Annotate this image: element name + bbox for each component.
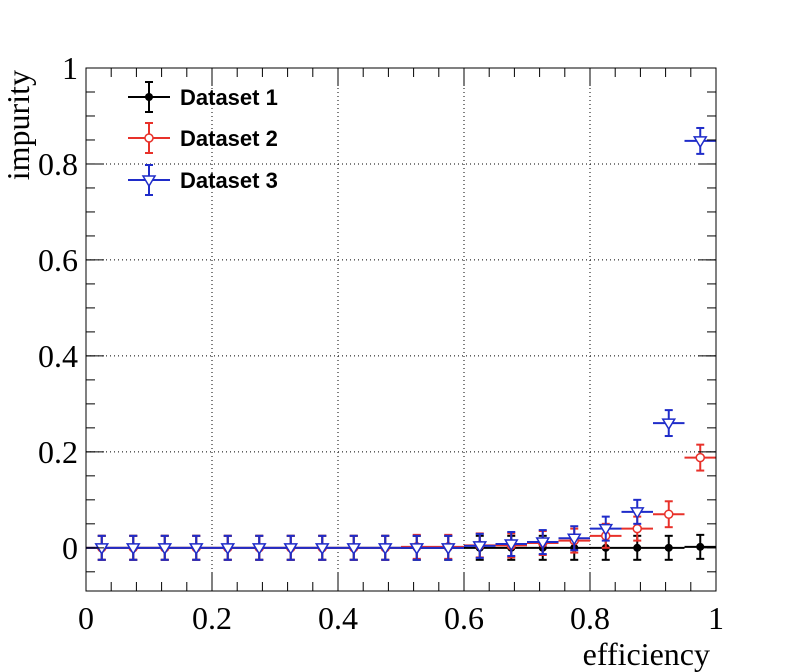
legend-marker-dataset-3 (141, 175, 157, 188)
marker (633, 543, 642, 552)
x-axis-label: efficiency (583, 636, 710, 672)
tick-labels: 0 0.2 0.4 0.6 0.8 1 0 0.2 0.4 0.6 0.8 1 (38, 50, 724, 636)
marker (220, 543, 236, 556)
marker (664, 509, 674, 519)
data-point (149, 534, 181, 561)
marker (664, 543, 673, 552)
y-tick-label: 0.6 (38, 242, 78, 278)
y-tick-label: 0 (62, 530, 78, 566)
series-dataset-2 (86, 443, 716, 561)
marker (696, 542, 705, 551)
x-tick-label: 0.4 (318, 600, 358, 636)
marker (632, 523, 642, 534)
marker (94, 543, 110, 556)
data-point (243, 534, 275, 561)
data-point (275, 534, 307, 561)
data-point (653, 500, 685, 529)
data-point (621, 498, 653, 525)
marker (346, 543, 362, 556)
y-tick-label: 0.4 (38, 338, 78, 374)
marker (251, 543, 267, 556)
marker (598, 523, 614, 537)
marker (629, 507, 645, 520)
x-tick-label: 0.6 (444, 600, 484, 636)
data-point (558, 525, 590, 552)
data-point (338, 534, 370, 561)
data-point (653, 534, 685, 561)
marker (535, 537, 551, 550)
data-marks (86, 126, 716, 561)
data-point (495, 530, 527, 557)
data-point (180, 534, 212, 561)
data-point (527, 529, 559, 556)
legend: Dataset 1 Dataset 2 Dataset 3 (128, 81, 278, 196)
legend-marker-dataset-1 (145, 93, 153, 101)
y-axis-label: impurity (0, 70, 36, 180)
data-point (117, 534, 149, 561)
marker (503, 539, 519, 552)
data-point (653, 409, 685, 438)
legend-label-dataset-3: Dataset 3 (180, 168, 278, 193)
data-point (432, 534, 464, 561)
data-point (684, 443, 716, 472)
legend-label-dataset-1: Dataset 1 (180, 85, 278, 110)
data-point (401, 534, 433, 561)
legend-entry-1: Dataset 1 (128, 81, 278, 113)
marker (157, 543, 173, 556)
marker (692, 136, 708, 149)
y-tick-label: 0.2 (38, 434, 78, 470)
plot-frame (85, 67, 717, 592)
marker (566, 533, 582, 546)
series-dataset-3 (86, 126, 716, 561)
data-point (684, 126, 716, 155)
data-point (590, 515, 622, 542)
data-point (464, 532, 496, 559)
marker (695, 452, 705, 463)
marker (314, 543, 330, 556)
grid (86, 68, 716, 591)
legend-label-dataset-2: Dataset 2 (180, 126, 278, 151)
legend-marker-dataset-2 (144, 133, 154, 143)
data-point (212, 534, 244, 561)
x-tick-label: 0 (78, 600, 94, 636)
y-tick-label: 0.8 (38, 146, 78, 182)
axis-ticks (85, 67, 717, 591)
legend-entry-3: Dataset 3 (128, 164, 278, 196)
marker (440, 543, 456, 556)
marker (125, 543, 141, 556)
x-tick-label: 0.2 (192, 600, 232, 636)
marker (409, 543, 425, 556)
marker (377, 543, 393, 556)
data-point (369, 534, 401, 561)
legend-entry-2: Dataset 2 (128, 122, 278, 154)
marker (188, 543, 204, 556)
x-tick-label: 1 (708, 600, 724, 636)
data-point (306, 534, 338, 561)
marker (661, 418, 677, 431)
y-tick-label: 1 (62, 50, 78, 86)
marker (472, 541, 488, 554)
data-point (684, 533, 716, 560)
x-tick-label: 0.8 (570, 600, 610, 636)
marker (283, 543, 299, 556)
